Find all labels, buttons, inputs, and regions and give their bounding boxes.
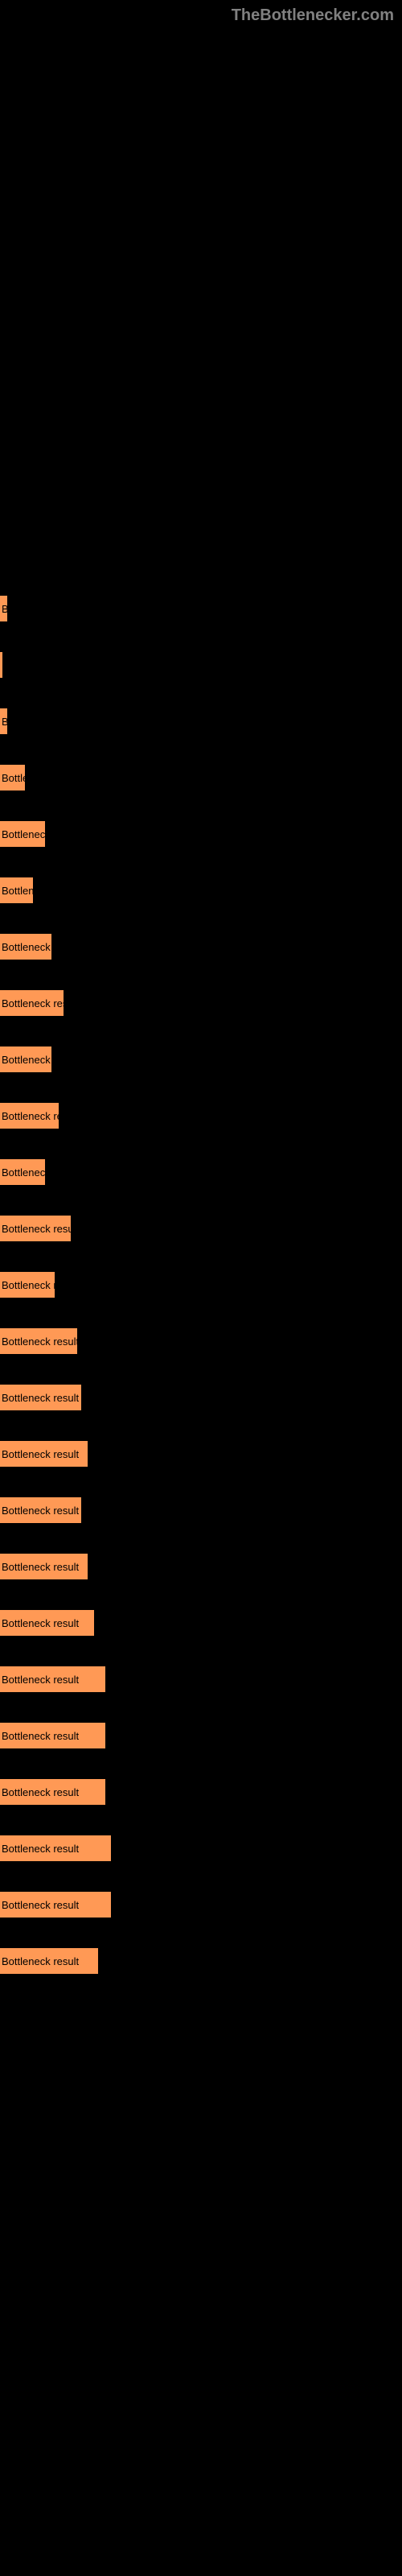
- chart-bar: Bottleneck result: [0, 1610, 94, 1636]
- chart-bar: Bottleneck result: [0, 1892, 111, 1918]
- bar-row: Bottleneck result: [0, 1723, 402, 1748]
- bar-row: Bottlen: [0, 877, 402, 903]
- bar-row: Bottleneck r: [0, 1046, 402, 1072]
- top-spacer: [0, 0, 402, 596]
- bar-chart: B B Bottle Bottleneck Bottlen Bottleneck r Bot…: [0, 596, 402, 1974]
- chart-bar: Bottleneck result: [0, 1723, 105, 1748]
- bar-row: Bottleneck result: [0, 1892, 402, 1918]
- chart-bar: Bottle: [0, 765, 25, 791]
- bar-row: Bottleneck: [0, 821, 402, 847]
- chart-bar: [0, 652, 2, 678]
- bar-row: Bottleneck result: [0, 1554, 402, 1579]
- chart-bar: Bottleneck result: [0, 1948, 98, 1974]
- bar-row: Bottleneck result: [0, 1216, 402, 1241]
- chart-bar: Bottleneck: [0, 821, 45, 847]
- chart-bar: Bottleneck r: [0, 1046, 51, 1072]
- bar-row: Bottleneck result: [0, 1610, 402, 1636]
- chart-bar: B: [0, 596, 7, 621]
- chart-bar: Bottleneck result: [0, 1779, 105, 1805]
- chart-bar: Bottleneck result: [0, 1554, 88, 1579]
- chart-bar: Bottleneck result: [0, 1835, 111, 1861]
- bar-row: Bottleneck result: [0, 1328, 402, 1354]
- chart-bar: Bottleneck result: [0, 1328, 77, 1354]
- bar-row: [0, 652, 402, 678]
- watermark-text: TheBottlenecker.com: [232, 6, 394, 25]
- chart-bar: Bottleneck r: [0, 934, 51, 960]
- chart-bar: Bottleneck resu: [0, 990, 64, 1016]
- chart-bar: Bottleneck result: [0, 1666, 105, 1692]
- bar-row: Bottleneck r: [0, 934, 402, 960]
- bar-row: B: [0, 596, 402, 621]
- chart-bar: Bottleneck result: [0, 1385, 81, 1410]
- bar-row: Bottleneck result: [0, 1948, 402, 1974]
- bar-row: Bottleneck result: [0, 1779, 402, 1805]
- bar-row: Bottleneck resu: [0, 990, 402, 1016]
- bar-row: B: [0, 708, 402, 734]
- bar-row: Bottleneck result: [0, 1385, 402, 1410]
- chart-bar: Bottleneck: [0, 1159, 45, 1185]
- bar-row: Bottleneck res: [0, 1103, 402, 1129]
- chart-bar: B: [0, 708, 7, 734]
- bar-row: Bottleneck result: [0, 1497, 402, 1523]
- bar-row: Bottleneck result: [0, 1666, 402, 1692]
- chart-bar: Bottleneck result: [0, 1497, 81, 1523]
- chart-bar: Bottleneck result: [0, 1441, 88, 1467]
- chart-bar: Bottleneck result: [0, 1216, 71, 1241]
- chart-bar: Bottlen: [0, 877, 33, 903]
- chart-bar: Bottleneck re: [0, 1272, 55, 1298]
- bar-row: Bottleneck result: [0, 1441, 402, 1467]
- chart-bar: Bottleneck res: [0, 1103, 59, 1129]
- bar-row: Bottleneck result: [0, 1835, 402, 1861]
- bar-row: Bottleneck: [0, 1159, 402, 1185]
- bar-row: Bottle: [0, 765, 402, 791]
- bar-row: Bottleneck re: [0, 1272, 402, 1298]
